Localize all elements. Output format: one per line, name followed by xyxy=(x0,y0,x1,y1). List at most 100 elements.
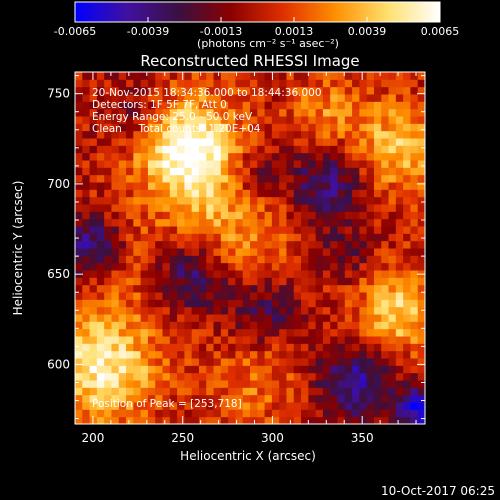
heatmap-pixel xyxy=(395,233,404,242)
heatmap-pixel xyxy=(220,145,229,154)
heatmap-pixel xyxy=(111,196,120,205)
heatmap-pixel xyxy=(75,299,83,308)
heatmap-pixel xyxy=(133,86,142,95)
heatmap-pixel xyxy=(301,182,309,190)
heatmap-pixel xyxy=(381,336,390,344)
heatmap-pixel xyxy=(89,152,98,161)
heatmap-pixel xyxy=(206,277,215,286)
heatmap-pixel xyxy=(417,240,425,249)
heatmap-pixel xyxy=(155,270,163,278)
heatmap-pixel xyxy=(330,160,338,168)
heatmap-pixel xyxy=(220,358,229,366)
heatmap-pixel xyxy=(381,240,390,249)
heatmap-pixel xyxy=(279,108,287,117)
heatmap-pixel xyxy=(228,255,236,264)
heatmap-pixel xyxy=(75,196,83,205)
heatmap-pixel xyxy=(337,152,346,161)
heatmap-pixel xyxy=(315,270,324,278)
heatmap-pixel xyxy=(344,86,353,95)
heatmap-pixel xyxy=(104,409,112,418)
heatmap-pixel xyxy=(395,189,404,198)
heatmap-pixel xyxy=(359,365,368,374)
heatmap-pixel xyxy=(169,321,178,330)
heatmap-pixel xyxy=(242,240,251,249)
heatmap-pixel xyxy=(133,182,142,190)
heatmap-pixel xyxy=(140,130,149,139)
heatmap-pixel xyxy=(191,299,200,308)
heatmap-pixel xyxy=(235,248,244,256)
heatmap-pixel xyxy=(264,138,273,146)
heatmap-pixel xyxy=(330,174,338,183)
heatmap-pixel xyxy=(352,248,360,256)
heatmap-pixel xyxy=(184,328,193,337)
heatmap-pixel xyxy=(133,226,142,234)
heatmap-pixel xyxy=(147,152,156,161)
heatmap-pixel xyxy=(410,248,419,256)
heatmap-pixel xyxy=(118,123,127,132)
heatmap-pixel xyxy=(206,167,215,176)
heatmap-pixel xyxy=(89,167,98,176)
heatmap-pixel xyxy=(417,204,425,212)
heatmap-pixel xyxy=(118,160,127,168)
heatmap-pixel xyxy=(322,248,331,256)
heatmap-pixel xyxy=(242,387,251,396)
heatmap-pixel xyxy=(96,372,105,381)
heatmap-pixel xyxy=(257,292,266,300)
heatmap-pixel xyxy=(264,86,273,95)
heatmap-pixel xyxy=(213,167,222,176)
heatmap-pixel xyxy=(417,262,425,271)
heatmap-pixel xyxy=(344,262,353,271)
heatmap-pixel xyxy=(264,152,273,161)
heatmap-pixel xyxy=(381,196,390,205)
heatmap-pixel xyxy=(242,292,251,300)
heatmap-pixel xyxy=(177,138,185,146)
heatmap-pixel xyxy=(286,387,295,396)
heatmap-pixel xyxy=(293,284,302,293)
heatmap-pixel xyxy=(264,72,273,80)
heatmap-pixel xyxy=(206,211,215,220)
heatmap-pixel xyxy=(177,314,185,322)
heatmap-pixel xyxy=(147,365,156,374)
heatmap-pixel xyxy=(388,130,397,139)
heatmap-pixel xyxy=(140,240,149,249)
heatmap-pixel xyxy=(264,409,273,418)
heatmap-pixel xyxy=(279,343,287,352)
heatmap-pixel xyxy=(286,365,295,374)
heatmap-pixel xyxy=(388,292,397,300)
heatmap-pixel xyxy=(264,387,273,396)
colorbar-tick-label: -0.0065 xyxy=(54,25,96,38)
heatmap-pixel xyxy=(279,138,287,146)
heatmap-pixel xyxy=(279,226,287,234)
heatmap-pixel xyxy=(264,336,273,344)
heatmap-pixel xyxy=(213,365,222,374)
heatmap-pixel xyxy=(366,72,375,80)
heatmap-pixel xyxy=(417,189,425,198)
heatmap-pixel xyxy=(191,262,200,271)
heatmap-pixel xyxy=(96,240,105,249)
heatmap-pixel xyxy=(381,328,390,337)
heatmap-pixel xyxy=(140,116,149,124)
heatmap-pixel xyxy=(293,387,302,396)
heatmap-pixel xyxy=(162,152,171,161)
heatmap-pixel xyxy=(82,204,91,212)
heatmap-pixel xyxy=(89,409,98,418)
heatmap-pixel xyxy=(417,167,425,176)
heatmap-pixel xyxy=(257,387,266,396)
heatmap-pixel xyxy=(279,211,287,220)
heatmap-pixel xyxy=(301,394,309,403)
heatmap-pixel xyxy=(118,350,127,359)
heatmap-pixel xyxy=(330,116,338,124)
heatmap-pixel xyxy=(410,270,419,278)
heatmap-pixel xyxy=(147,284,156,293)
heatmap-pixel xyxy=(213,255,222,264)
heatmap-pixel xyxy=(403,174,411,183)
x-tick-label: 200 xyxy=(81,431,104,445)
heatmap-pixel xyxy=(213,145,222,154)
heatmap-pixel xyxy=(111,204,120,212)
heatmap-pixel xyxy=(191,350,200,359)
heatmap-pixel xyxy=(133,262,142,271)
heatmap-pixel xyxy=(395,248,404,256)
heatmap-pixel xyxy=(198,255,207,264)
heatmap-pixel xyxy=(228,350,236,359)
heatmap-pixel xyxy=(417,174,425,183)
